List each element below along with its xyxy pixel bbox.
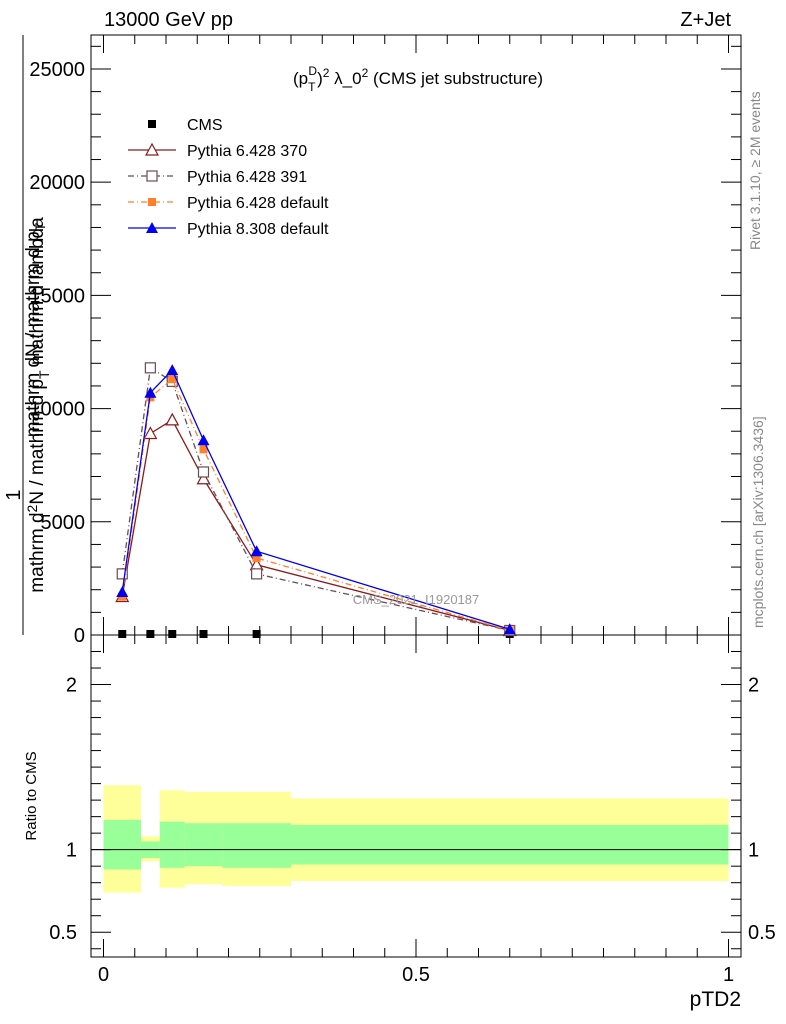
legend: CMS Pythia 6.428 370 Pythia 6.428 391 Pythi… (128, 117, 329, 238)
data-point-p391 (116, 568, 128, 580)
ratio-inner-band-2 (159, 821, 185, 868)
series-cms (118, 630, 514, 638)
process-label: Z+Jet (680, 9, 731, 31)
y-axis-label-denominator: mathrm dN / mathrm d pT (23, 222, 48, 437)
legend-marker (146, 222, 158, 233)
data-point-p370 (143, 426, 158, 440)
data-point-p370 (165, 412, 180, 426)
ratio-y-tick-label-right: 1 (748, 840, 759, 862)
main-y-tick-label: 20000 (29, 172, 85, 194)
data-point-cms (168, 630, 177, 638)
ratio-y-axis-label: Ratio to CMS (23, 751, 40, 840)
ratio-inner-band-0 (103, 819, 141, 870)
legend-entry-p391: Pythia 6.428 391 (128, 169, 307, 186)
legend-marker (148, 198, 156, 206)
data-point-p6def (199, 445, 208, 454)
series-line-p6def (121, 378, 510, 632)
data-point-p6def (168, 375, 177, 384)
x-tick-label: 1 (723, 964, 734, 986)
ratio-inner-band-5 (291, 824, 729, 865)
main-y-axis-label: 1 mathrm d2N / mathrm d pT mathrm d lamb… (3, 35, 52, 635)
y-axis-label-numerator-one: 1 (3, 489, 25, 500)
legend-marker (146, 170, 158, 182)
rivet-version-label: Rivet 3.1.10, ≥ 2M events (747, 91, 763, 250)
analysis-watermark: CMS_2021_I1920187 (353, 592, 480, 607)
legend-label: Pythia 6.428 370 (187, 143, 307, 160)
ratio-inner-band-4 (222, 823, 291, 868)
legend-label: Pythia 6.428 default (187, 195, 329, 212)
ratio-y-tick-label-right: 0.5 (748, 922, 776, 944)
data-point-p391 (251, 568, 263, 580)
x-tick-label: 0 (98, 964, 109, 986)
main-y-tick-label: 25000 (29, 59, 85, 81)
series-line-p8def (121, 368, 510, 630)
data-point-cms (146, 630, 155, 638)
data-point-p370 (196, 471, 211, 485)
ratio-inner-band-3 (184, 823, 223, 867)
y-axis-label-numerator: mathrm d2N / mathrm d pT mathrm d lambda (24, 217, 52, 593)
series-line-p370 (121, 418, 510, 632)
ratio-uncertainty-bands (103, 785, 729, 893)
data-point-p8def (144, 386, 157, 398)
legend-entry-p370: Pythia 6.428 370 (128, 142, 307, 160)
legend-marker (144, 142, 160, 156)
plot-title: (pTD)2 λ_02 (CMS jet substructure) (293, 64, 543, 94)
legend-label: Pythia 8.308 default (187, 221, 329, 238)
data-point-p8def (503, 623, 516, 635)
data-series (115, 362, 517, 638)
data-point-p391 (197, 466, 210, 478)
legend-entry-cms: CMS (148, 117, 223, 134)
legend-entry-p6def: Pythia 6.428 default (128, 195, 329, 212)
main-y-tick-label: 0 (74, 625, 85, 647)
ratio-y-tick-label: 2 (66, 675, 77, 697)
main-y-tick-label: 10000 (29, 399, 85, 421)
x-axis-label: pTD2 (690, 988, 741, 1011)
legend-marker (148, 120, 156, 128)
series-p8def (116, 364, 516, 635)
legend-entry-p8def: Pythia 8.308 default (128, 221, 329, 238)
data-point-cms (118, 630, 127, 638)
axes-ticks: 0 5000 10000 15000 20000 25000 0 0.5 1 0.5 0.5 1 1 2 2 (29, 35, 776, 986)
mcplots-source-label: mcplots.cern.ch [arXiv:1306.3436] (750, 416, 766, 628)
main-y-tick-label: 5000 (41, 512, 86, 534)
data-point-p8def (197, 434, 210, 446)
ratio-y-tick-label: 0.5 (49, 922, 77, 944)
data-point-cms (252, 630, 261, 638)
ratio-y-tick-label-right: 2 (748, 675, 759, 697)
ratio-y-tick-label: 1 (66, 840, 77, 862)
data-point-p391 (144, 362, 156, 374)
data-point-p8def (116, 585, 129, 597)
data-point-cms (199, 630, 208, 638)
legend-label: Pythia 6.428 391 (187, 169, 307, 186)
data-point-p8def (250, 545, 263, 557)
data-point-p8def (166, 364, 179, 376)
energy-label: 13000 GeV pp (104, 9, 233, 31)
main-y-tick-label: 15000 (29, 285, 85, 307)
series-line-p391 (121, 366, 510, 632)
legend-label: CMS (187, 117, 223, 134)
data-point-p6def (252, 554, 261, 563)
x-tick-label: 0.5 (402, 964, 430, 986)
